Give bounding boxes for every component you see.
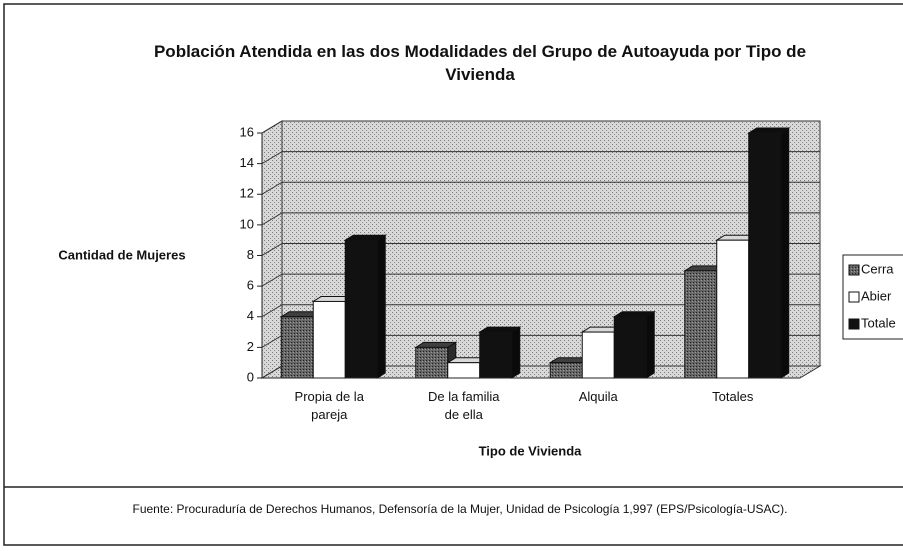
grid-line <box>261 181 283 195</box>
legend-swatch <box>848 318 860 330</box>
x-tick-label: Totales <box>712 389 754 404</box>
bar-side <box>376 234 386 379</box>
bar-front <box>716 239 750 379</box>
y-tick-label: 10 <box>240 216 254 231</box>
bar <box>478 326 522 379</box>
legend-label: Totale <box>861 315 896 330</box>
bar <box>747 127 791 379</box>
bar <box>343 234 387 379</box>
grid-line <box>261 151 283 165</box>
y-tick-label: 2 <box>247 339 254 354</box>
bar-front <box>748 132 782 379</box>
bar-front <box>549 362 583 379</box>
grid-line <box>261 334 283 348</box>
legend-swatch <box>848 264 860 276</box>
y-tick-label: 6 <box>247 278 254 293</box>
bar <box>612 310 656 379</box>
source-note: Fuente: Procuraduría de Derechos Humanos… <box>132 502 788 516</box>
legend-label: Cerra <box>861 261 894 276</box>
grid-line <box>261 273 283 287</box>
chart-border <box>3 3 903 546</box>
chart-title: Población Atendida en las dos Modalidade… <box>153 42 807 84</box>
grid-line <box>261 304 283 318</box>
bar-side <box>511 326 521 379</box>
legend-swatch <box>848 291 860 303</box>
y-tick-label: 12 <box>240 186 254 201</box>
bar-front <box>344 239 378 379</box>
grid-line <box>261 243 283 256</box>
bar-front <box>312 300 346 379</box>
y-tick-label: 14 <box>240 155 254 170</box>
grid-line <box>261 120 283 134</box>
bar-front <box>280 316 314 379</box>
y-tick-label: 16 <box>240 124 254 139</box>
y-tick-label: 8 <box>247 247 254 262</box>
x-tick-label: Alquila <box>579 389 619 404</box>
bar-front <box>447 362 481 379</box>
bar-front <box>479 331 513 379</box>
legend-label: Abier <box>861 288 892 303</box>
x-tick-label: Propia de la pareja <box>295 389 365 422</box>
grid-line <box>261 365 283 379</box>
bar-front <box>613 316 647 379</box>
y-tick-label: 0 <box>247 369 254 384</box>
y-tick-label: 4 <box>247 308 254 323</box>
grid-line <box>261 212 283 226</box>
bar-side <box>645 310 655 379</box>
bar-front <box>581 331 615 379</box>
x-tick-label: De la familia de ella <box>428 389 500 422</box>
bar-front <box>684 270 718 379</box>
bar-front <box>415 346 449 379</box>
y-axis-label: Cantidad de Mujeres <box>58 247 185 262</box>
x-axis-label: Tipo de Vivienda <box>479 443 583 458</box>
bar-side <box>780 127 790 379</box>
